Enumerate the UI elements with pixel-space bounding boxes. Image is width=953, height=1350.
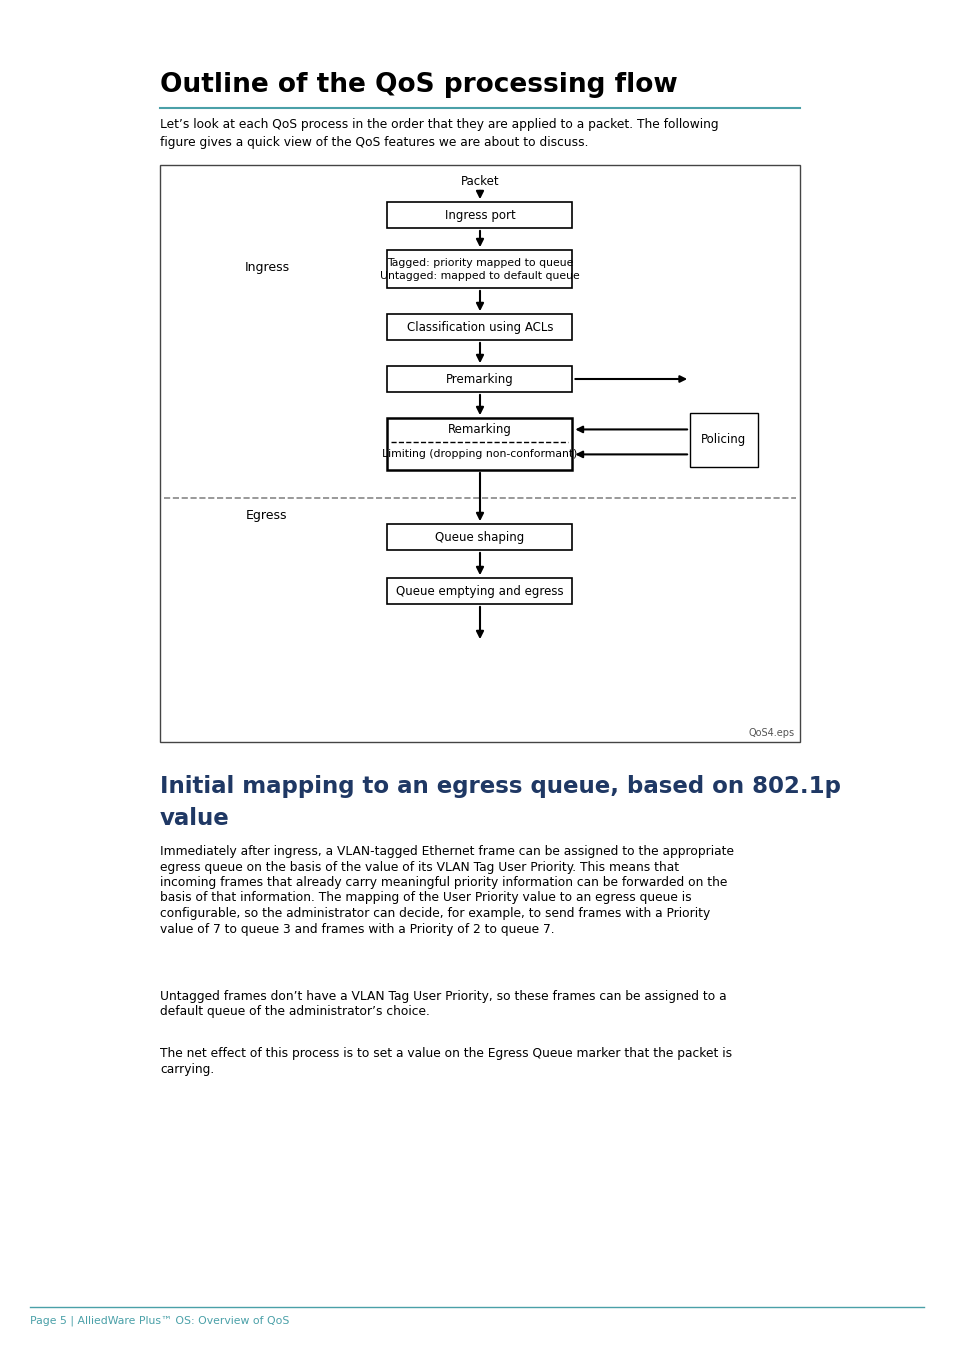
Text: Immediately after ingress, a VLAN-tagged Ethernet frame can be assigned to the a: Immediately after ingress, a VLAN-tagged… — [160, 845, 733, 859]
Text: Remarking: Remarking — [448, 423, 512, 436]
Text: Untagged: mapped to default queue: Untagged: mapped to default queue — [379, 271, 579, 281]
Bar — [160, 165, 800, 742]
Text: carrying.: carrying. — [160, 1062, 214, 1076]
Bar — [387, 578, 572, 603]
Text: The net effect of this process is to set a value on the Egress Queue marker that: The net effect of this process is to set… — [160, 1048, 731, 1060]
Text: Premarking: Premarking — [446, 373, 514, 386]
Text: Initial mapping to an egress queue, based on 802.1p: Initial mapping to an egress queue, base… — [160, 775, 841, 798]
Text: Limiting (dropping non-conformant): Limiting (dropping non-conformant) — [382, 450, 578, 459]
Text: Egress: Egress — [246, 509, 288, 522]
Bar — [387, 202, 572, 228]
Text: default queue of the administrator’s choice.: default queue of the administrator’s cho… — [160, 1006, 430, 1018]
Bar — [689, 413, 758, 467]
Text: Page 5 | AlliedWare Plus™ OS: Overview of QoS: Page 5 | AlliedWare Plus™ OS: Overview o… — [30, 1315, 289, 1326]
Bar — [387, 250, 572, 288]
Text: basis of that information. The mapping of the User Priority value to an egress q: basis of that information. The mapping o… — [160, 891, 691, 904]
Text: Untagged frames don’t have a VLAN Tag User Priority, so these frames can be assi: Untagged frames don’t have a VLAN Tag Us… — [160, 990, 726, 1003]
Text: Classification using ACLs: Classification using ACLs — [406, 320, 553, 333]
Text: value of 7 to queue 3 and frames with a Priority of 2 to queue 7.: value of 7 to queue 3 and frames with a … — [160, 922, 554, 936]
Text: QoS4.eps: QoS4.eps — [748, 728, 794, 738]
Text: Let’s look at each QoS process in the order that they are applied to a packet. T: Let’s look at each QoS process in the or… — [160, 117, 718, 131]
Text: Outline of the QoS processing flow: Outline of the QoS processing flow — [160, 72, 677, 99]
Text: Ingress port: Ingress port — [444, 208, 515, 221]
Text: Ingress: Ingress — [244, 262, 290, 274]
Bar — [387, 524, 572, 549]
Bar — [387, 366, 572, 392]
Text: incoming frames that already carry meaningful priority information can be forwar: incoming frames that already carry meani… — [160, 876, 726, 890]
Text: egress queue on the basis of the value of its VLAN Tag User Priority. This means: egress queue on the basis of the value o… — [160, 860, 679, 873]
Text: configurable, so the administrator can decide, for example, to send frames with : configurable, so the administrator can d… — [160, 907, 709, 919]
Bar — [387, 418, 572, 470]
Text: Tagged: priority mapped to queue: Tagged: priority mapped to queue — [386, 258, 573, 269]
Text: Packet: Packet — [460, 176, 498, 188]
Text: Queue shaping: Queue shaping — [435, 531, 524, 544]
Text: Policing: Policing — [700, 433, 746, 447]
Text: Queue emptying and egress: Queue emptying and egress — [395, 585, 563, 598]
Text: value: value — [160, 807, 230, 830]
Bar — [387, 315, 572, 340]
Text: figure gives a quick view of the QoS features we are about to discuss.: figure gives a quick view of the QoS fea… — [160, 136, 588, 148]
